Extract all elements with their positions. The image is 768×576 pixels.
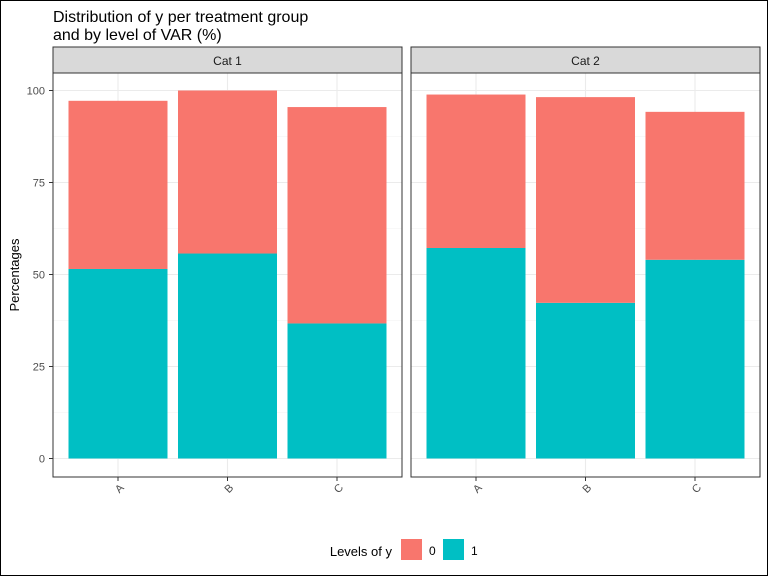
bar-segment-a-level-1 <box>68 268 168 459</box>
legend-key-0 <box>401 539 422 560</box>
bar-segment-c-level-0 <box>645 111 745 260</box>
facet-strip <box>410 46 761 74</box>
x-tick-label: C <box>690 482 704 496</box>
y-tick-label: 0 <box>39 454 45 466</box>
facet-strip-label: Cat 2 <box>571 54 600 68</box>
bar-segment-b-level-1 <box>536 302 635 459</box>
chart-title: Distribution of y per treatment group an… <box>53 9 308 44</box>
chart-title-line-2: and by level of VAR (%) <box>53 27 222 44</box>
y-tick-label: 100 <box>27 86 45 98</box>
facet-panel-2: Cat 2 A B C <box>410 46 761 496</box>
bar-segment-a-level-0 <box>426 94 526 249</box>
bar-segment-c-level-0 <box>287 107 387 324</box>
x-tick-label: B <box>581 482 595 496</box>
bar-segment-b-level-0 <box>178 90 277 254</box>
bar-segment-a-level-1 <box>426 248 526 459</box>
facet-strip <box>52 46 403 74</box>
legend-label-0: 0 <box>429 544 436 558</box>
y-tick-label: 50 <box>33 270 45 282</box>
facet-strip-label: Cat 1 <box>213 54 242 68</box>
legend-label-1: 1 <box>471 544 478 558</box>
facet-panel-1: Cat 1 A B C <box>52 46 403 496</box>
x-tick-label: B <box>223 482 237 496</box>
legend: Levels of y 0 1 <box>330 539 478 560</box>
facet-panels: 0 25 50 75 100 Cat 1 A B C Cat 2 A B C <box>27 46 761 496</box>
y-tick-label: 75 <box>33 178 45 190</box>
legend-key-1 <box>443 539 464 560</box>
x-tick-label: A <box>471 482 485 496</box>
y-tick-label: 25 <box>33 362 45 374</box>
bar-segment-c-level-1 <box>287 323 387 459</box>
bar-segment-b-level-1 <box>178 253 277 459</box>
legend-title: Levels of y <box>330 544 393 559</box>
bar-segment-b-level-0 <box>536 97 635 303</box>
x-tick-label: A <box>113 482 127 496</box>
y-axis-label: Percentages <box>7 238 22 311</box>
bar-segment-c-level-1 <box>645 259 745 459</box>
bar-segment-a-level-0 <box>68 100 168 269</box>
x-tick-label: C <box>332 482 346 496</box>
chart-title-line-1: Distribution of y per treatment group <box>53 9 308 26</box>
